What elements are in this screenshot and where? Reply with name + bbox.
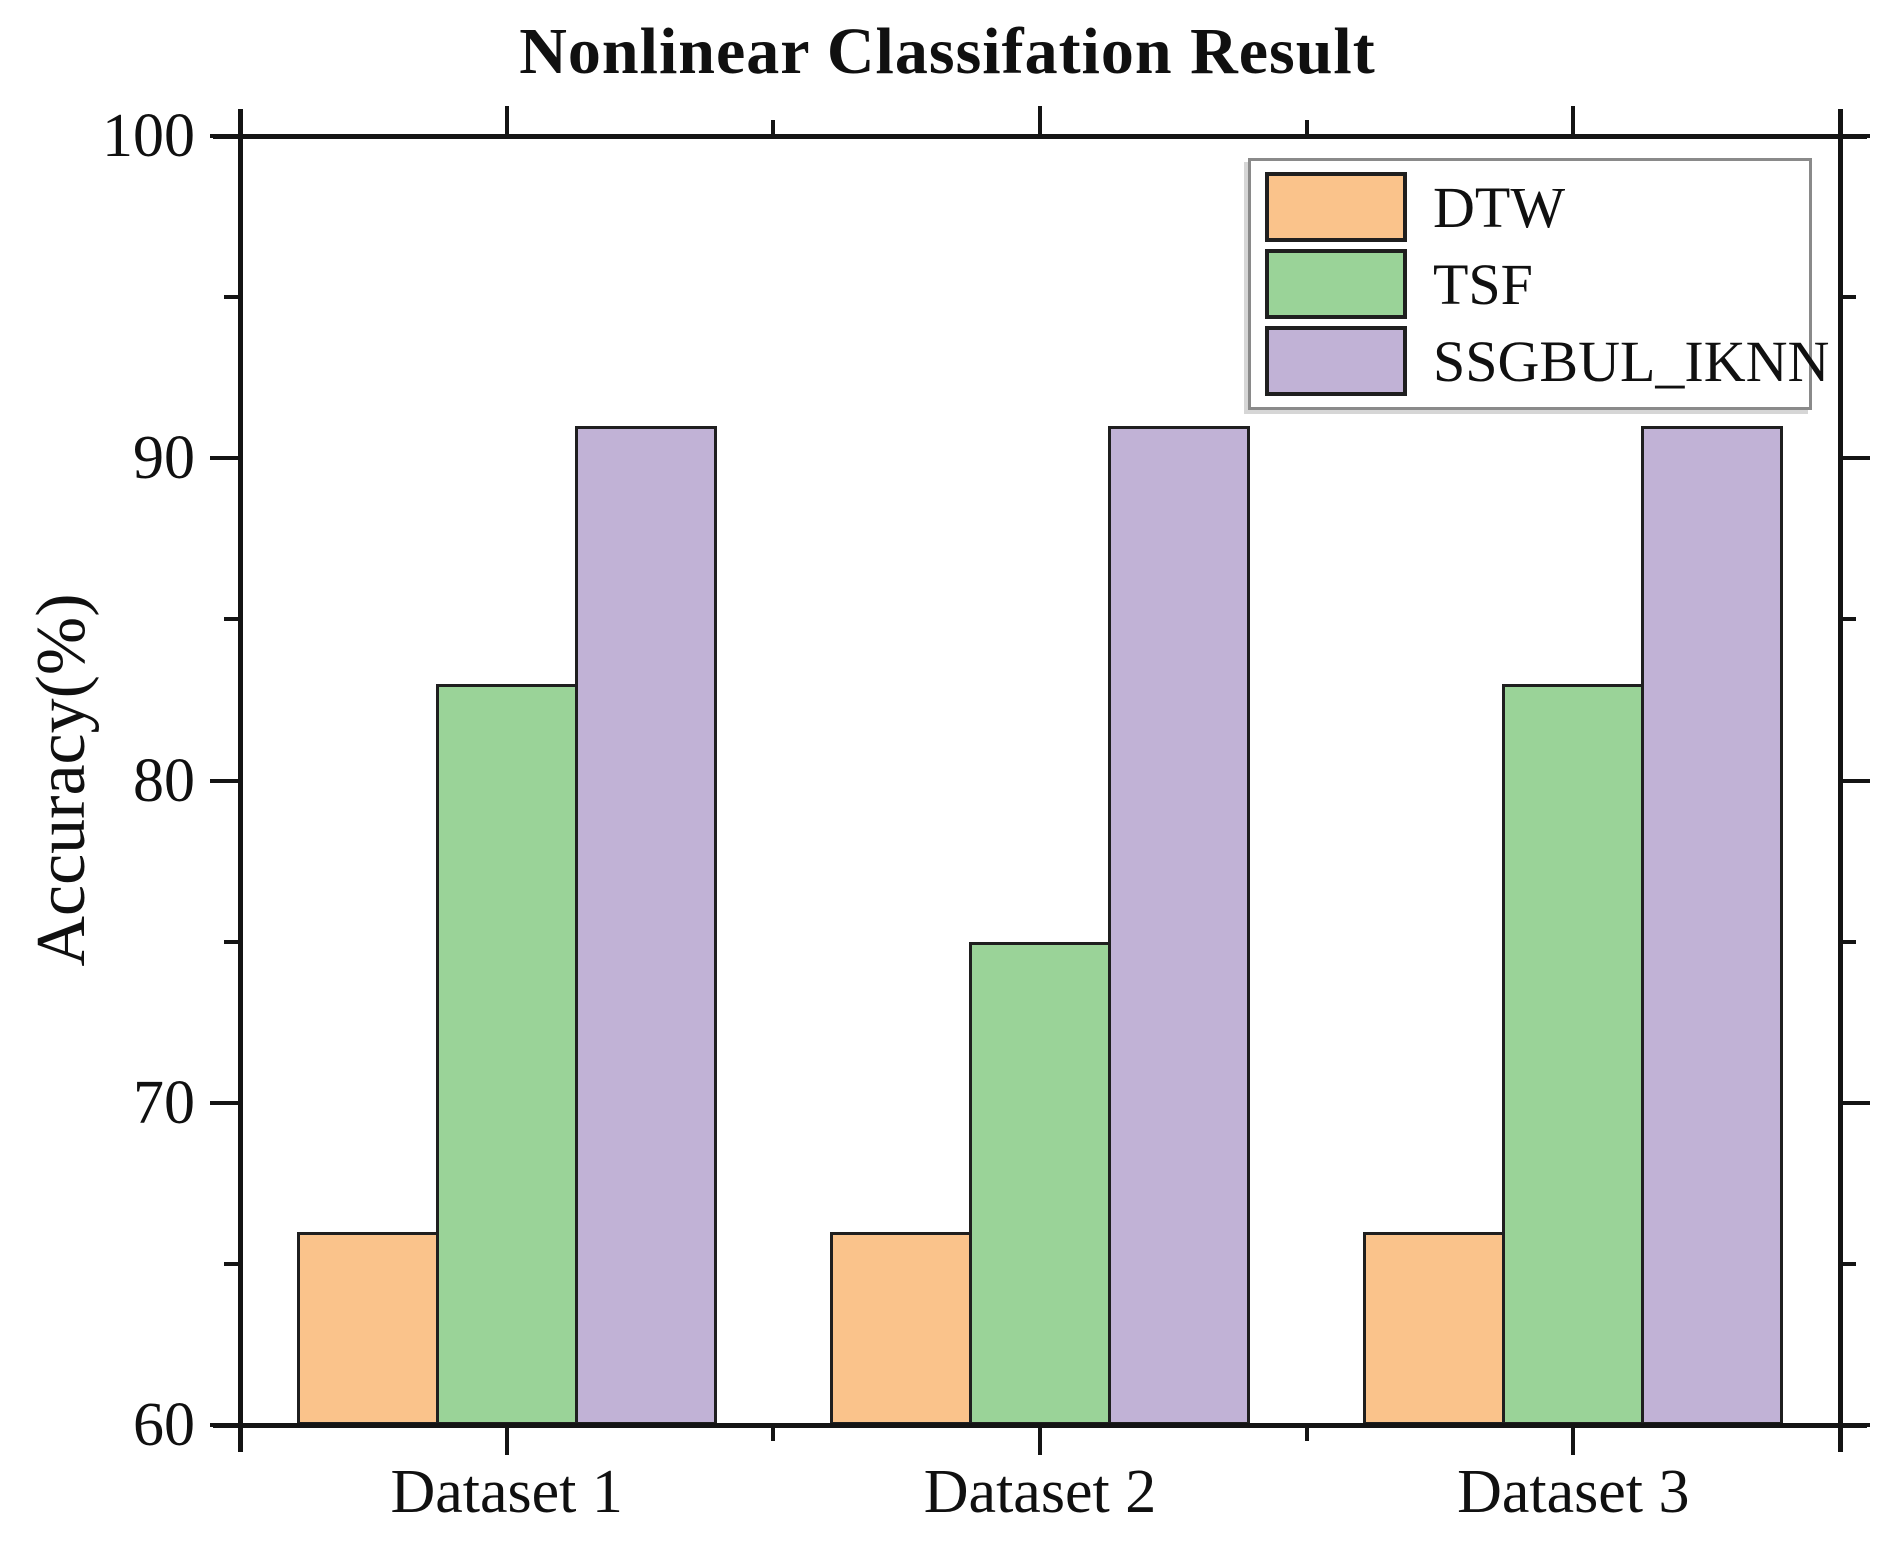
legend-item: TSF bbox=[1265, 248, 1795, 320]
legend-label: DTW bbox=[1433, 174, 1566, 240]
bar-tsf-dataset-2 bbox=[969, 941, 1111, 1425]
legend-label: SSGBUL_IKNN bbox=[1433, 328, 1830, 394]
legend-item: SSGBUL_IKNN bbox=[1265, 325, 1829, 397]
legend-swatch-tsf bbox=[1265, 249, 1407, 319]
bar-dtw-dataset-3 bbox=[1363, 1231, 1506, 1425]
bar-tsf-dataset-3 bbox=[1502, 683, 1645, 1425]
legend: DTW TSF SSGBUL_IKNN bbox=[1248, 158, 1829, 410]
legend-swatch-dtw bbox=[1265, 172, 1407, 242]
chart-title: Nonlinear Classifation Result bbox=[519, 15, 1376, 88]
bar-dtw-dataset-2 bbox=[830, 1231, 972, 1425]
bar-ssgbul_iknn-dataset-2 bbox=[1108, 426, 1250, 1425]
bar-tsf-dataset-1 bbox=[435, 683, 578, 1425]
legend-item: DTW bbox=[1265, 171, 1795, 243]
bar-ssgbul_iknn-dataset-3 bbox=[1641, 426, 1784, 1425]
bar-ssgbul_iknn-dataset-1 bbox=[574, 426, 717, 1425]
legend-swatch-ssgbul_iknn bbox=[1265, 326, 1407, 396]
legend-label: TSF bbox=[1433, 251, 1533, 317]
bar-dtw-dataset-1 bbox=[296, 1231, 439, 1425]
